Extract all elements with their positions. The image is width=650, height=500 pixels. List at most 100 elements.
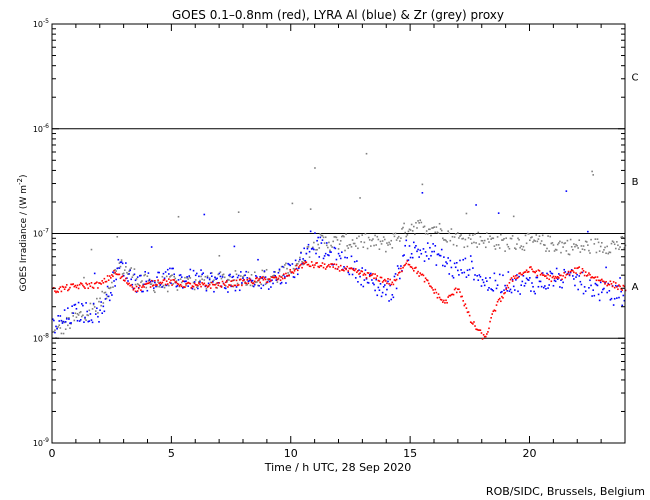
data-point bbox=[84, 317, 86, 320]
data-point bbox=[507, 245, 510, 248]
data-point bbox=[255, 277, 257, 280]
data-point bbox=[240, 275, 242, 277]
data-point bbox=[233, 279, 236, 281]
data-point bbox=[620, 290, 622, 293]
data-point bbox=[380, 295, 383, 298]
data-point bbox=[322, 266, 325, 269]
data-point bbox=[588, 249, 590, 252]
data-point bbox=[161, 286, 164, 288]
data-point bbox=[550, 272, 553, 275]
data-point bbox=[462, 258, 465, 261]
data-point bbox=[453, 288, 456, 291]
data-point bbox=[422, 274, 425, 277]
data-point bbox=[320, 234, 323, 237]
data-point bbox=[205, 288, 208, 290]
data-point bbox=[475, 204, 477, 206]
data-point bbox=[343, 269, 345, 272]
data-point bbox=[599, 279, 602, 282]
data-point bbox=[220, 285, 223, 288]
data-point bbox=[527, 279, 530, 281]
data-point bbox=[541, 272, 544, 274]
data-point bbox=[247, 282, 250, 285]
data-point bbox=[546, 247, 548, 250]
data-point bbox=[459, 259, 461, 262]
data-point bbox=[451, 275, 454, 277]
data-point bbox=[475, 328, 477, 331]
data-point bbox=[145, 280, 148, 283]
data-point bbox=[143, 283, 145, 286]
data-point bbox=[121, 275, 124, 278]
data-point bbox=[171, 284, 173, 286]
data-point bbox=[71, 312, 73, 314]
data-point bbox=[364, 269, 367, 271]
data-point bbox=[321, 239, 324, 241]
data-point bbox=[180, 285, 183, 288]
data-point bbox=[477, 279, 480, 281]
data-point bbox=[58, 287, 61, 290]
data-point bbox=[162, 279, 165, 281]
data-point bbox=[232, 279, 235, 282]
data-point bbox=[60, 290, 63, 293]
data-point bbox=[561, 278, 563, 281]
data-point bbox=[107, 295, 110, 298]
data-point bbox=[339, 240, 342, 242]
data-point bbox=[140, 289, 142, 291]
data-point bbox=[498, 247, 501, 249]
data-point bbox=[584, 240, 587, 243]
data-point bbox=[537, 269, 540, 271]
data-point bbox=[132, 288, 135, 291]
data-point bbox=[502, 239, 504, 241]
data-point bbox=[263, 270, 266, 272]
data-point bbox=[327, 246, 329, 249]
data-point bbox=[117, 273, 120, 276]
data-point bbox=[211, 275, 213, 278]
data-point bbox=[301, 266, 303, 269]
data-point bbox=[183, 280, 185, 283]
data-point bbox=[565, 190, 568, 192]
data-point bbox=[306, 247, 309, 250]
data-point bbox=[166, 283, 169, 285]
data-point bbox=[158, 271, 160, 274]
data-point bbox=[81, 282, 83, 285]
data-point bbox=[164, 271, 167, 273]
data-point bbox=[333, 263, 336, 265]
data-point bbox=[237, 211, 240, 213]
data-point bbox=[552, 284, 555, 287]
data-point bbox=[87, 314, 90, 317]
data-point bbox=[223, 276, 226, 279]
data-point bbox=[139, 274, 141, 277]
data-point bbox=[262, 279, 265, 281]
data-point bbox=[307, 243, 310, 246]
data-point bbox=[506, 243, 509, 246]
data-point bbox=[400, 237, 402, 239]
data-point bbox=[339, 257, 342, 260]
data-point bbox=[360, 241, 362, 243]
data-point bbox=[317, 265, 319, 268]
data-point bbox=[432, 227, 434, 229]
data-point bbox=[307, 263, 310, 266]
data-point bbox=[424, 277, 427, 280]
data-point bbox=[134, 279, 137, 282]
data-point bbox=[195, 284, 198, 286]
data-point bbox=[438, 296, 441, 299]
data-point bbox=[501, 239, 503, 241]
data-point bbox=[149, 281, 152, 283]
data-point bbox=[534, 271, 536, 274]
data-point bbox=[554, 275, 557, 278]
data-point bbox=[260, 277, 263, 279]
data-point bbox=[617, 288, 619, 291]
data-point bbox=[168, 278, 170, 280]
data-point bbox=[74, 312, 77, 315]
data-point bbox=[362, 274, 365, 276]
data-point bbox=[481, 278, 484, 281]
data-point bbox=[574, 284, 576, 287]
data-point bbox=[285, 262, 287, 265]
data-point bbox=[130, 284, 133, 286]
data-point bbox=[77, 287, 80, 290]
data-point bbox=[405, 235, 408, 238]
data-point bbox=[323, 263, 326, 265]
data-point bbox=[243, 274, 245, 277]
data-point bbox=[571, 275, 574, 277]
data-point bbox=[352, 242, 355, 245]
data-point bbox=[158, 282, 160, 285]
